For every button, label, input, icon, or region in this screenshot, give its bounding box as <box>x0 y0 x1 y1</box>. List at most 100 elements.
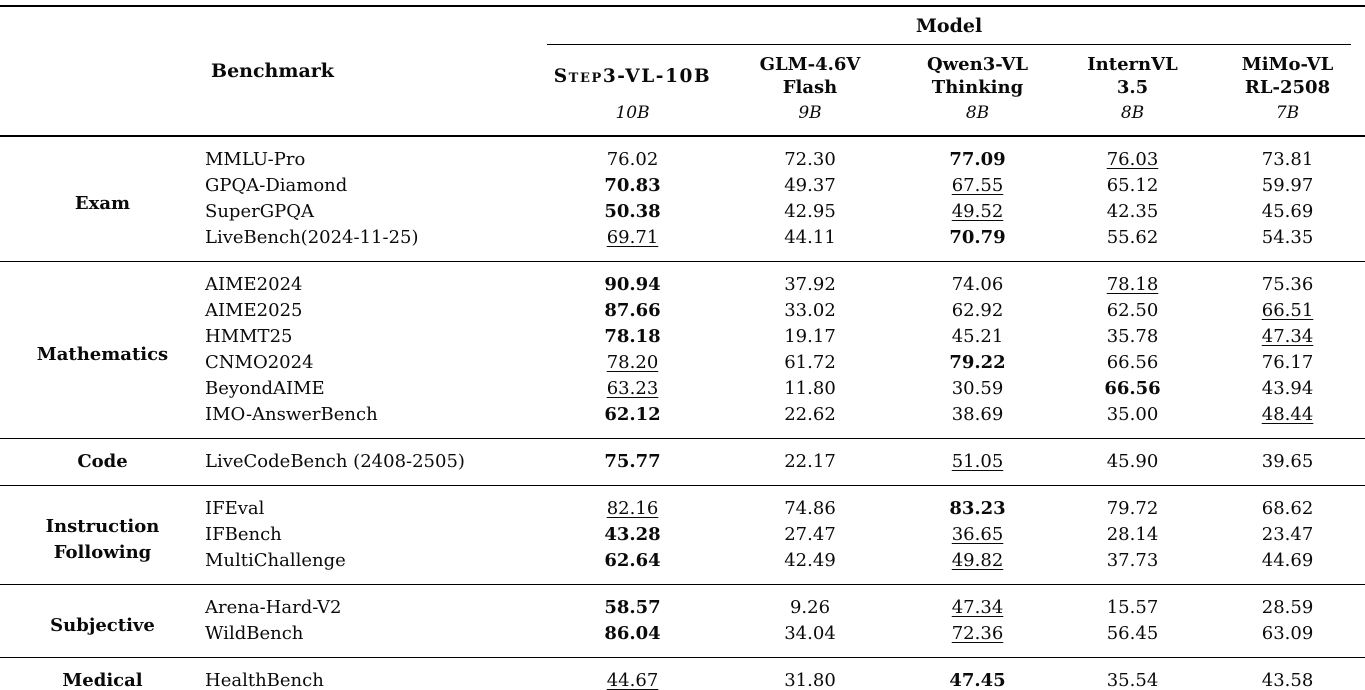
score-cell: 56.45 <box>1055 621 1210 658</box>
score-best: 58.57 <box>604 597 661 618</box>
score-cell: 59.97 <box>1210 173 1365 199</box>
score-value: 37.73 <box>1106 550 1159 571</box>
score-value: 73.81 <box>1261 149 1314 170</box>
score-cell: 78.18 <box>1055 262 1210 299</box>
score-cell: 39.65 <box>1210 439 1365 486</box>
score-best: 43.28 <box>604 524 661 545</box>
table-row-aime2024: Mathematics AIME2024 90.94 37.92 74.06 78.18 7… <box>0 262 1365 365</box>
score-cell: 38.69 <box>900 402 1055 439</box>
score-cell: 86.04 <box>545 621 720 658</box>
benchmark-name: Arena-Hard-V2 <box>205 597 342 618</box>
score-cell: 78.18 <box>545 324 720 350</box>
score-value: 45.69 <box>1261 201 1314 222</box>
benchmark-name: CNMO2024 <box>205 352 314 373</box>
score-cell: 75.77 <box>545 439 720 486</box>
score-value: 55.62 <box>1106 227 1159 248</box>
score-cell: 19.17 <box>720 324 900 350</box>
score-second-best: 48.44 <box>1261 404 1314 425</box>
score-cell: 62.64 <box>545 548 720 585</box>
score-value: 43.58 <box>1261 670 1314 690</box>
score-cell: 65.12 <box>1055 173 1210 199</box>
score-value: 33.02 <box>784 300 836 321</box>
score-cell: 35.54 <box>1055 658 1210 690</box>
score-value: 61.72 <box>784 352 836 373</box>
score-best: 47.45 <box>949 670 1006 690</box>
score-cell: 47.34 <box>1210 324 1365 350</box>
score-cell: 45.69 <box>1210 199 1365 225</box>
section-subjective: Subjective Arena-Hard-V2 58.57 9.26 47.34 15.… <box>0 584 1365 658</box>
score-value: 75.36 <box>1261 274 1314 295</box>
score-cell: 83.23 <box>900 486 1055 523</box>
score-cell: 61.72 <box>720 350 900 376</box>
score-cell: 67.55 <box>900 173 1055 199</box>
score-value: 35.78 <box>1106 326 1159 347</box>
score-cell: 62.50 <box>1055 298 1210 324</box>
score-cell: 55.62 <box>1055 225 1210 262</box>
category-label: Code <box>77 451 128 472</box>
score-value: 38.69 <box>951 404 1004 425</box>
score-best: 70.83 <box>604 175 661 196</box>
table-row-aime2025: AIME2025 87.66 33.02 62.92 62.50 66.51 <box>0 298 1365 324</box>
score-cell: 69.71 <box>545 225 720 262</box>
score-cell: 11.80 <box>720 376 900 402</box>
score-cell: 63.23 <box>545 376 720 402</box>
score-value: 39.65 <box>1261 451 1314 472</box>
score-best: 77.09 <box>949 149 1006 170</box>
score-value: 15.57 <box>1106 597 1159 618</box>
score-value: 42.49 <box>784 550 836 571</box>
model-name-line2: RL-2508 <box>1244 77 1331 98</box>
score-cell: 54.35 <box>1210 225 1365 262</box>
score-cell: 30.59 <box>900 376 1055 402</box>
table-row-cnmo2024: CNMO2024 78.20 61.72 79.22 66.56 76.17 <box>0 350 1365 376</box>
score-cell: 44.69 <box>1210 548 1365 585</box>
score-best: 50.38 <box>604 201 661 222</box>
score-value: 56.45 <box>1106 623 1159 644</box>
section-instruction-following: Instruction Following IFEval 82.16 74.86 83.… <box>0 485 1365 585</box>
score-cell: 22.17 <box>720 439 900 486</box>
score-cell: 87.66 <box>545 298 720 324</box>
score-value: 37.92 <box>784 274 836 295</box>
score-second-best: 66.51 <box>1261 300 1314 321</box>
score-cell: 74.86 <box>720 486 900 523</box>
benchmark-name: LiveCodeBench (2408-2505) <box>205 451 465 472</box>
score-second-best: 67.55 <box>951 175 1004 196</box>
benchmark-name: LiveBench(2024-11-25) <box>205 227 419 248</box>
score-best: 87.66 <box>604 300 661 321</box>
score-cell: 47.34 <box>900 585 1055 622</box>
table-row-beyondaime: BeyondAIME 63.23 11.80 30.59 66.56 43.94 <box>0 376 1365 402</box>
table-row-wildbench: WildBench 86.04 34.04 72.36 56.45 63.09 <box>0 621 1365 658</box>
score-cell: 72.36 <box>900 621 1055 658</box>
score-cell: 51.05 <box>900 439 1055 486</box>
score-value: 74.86 <box>784 498 836 519</box>
model-name-line1: Step3-VL-10B <box>553 65 712 87</box>
score-cell: 50.38 <box>545 199 720 225</box>
category-label: Mathematics <box>36 344 169 365</box>
score-best: 78.18 <box>604 326 661 347</box>
score-cell: 27.47 <box>720 522 900 548</box>
score-cell: 35.00 <box>1055 402 1210 439</box>
score-cell: 58.57 <box>545 585 720 622</box>
score-cell: 15.57 <box>1055 585 1210 622</box>
score-second-best: 49.82 <box>951 550 1004 571</box>
score-second-best: 49.52 <box>951 201 1004 222</box>
table-row-ifbench: IFBench 43.28 27.47 36.65 28.14 23.47 <box>0 522 1365 548</box>
score-cell: 43.58 <box>1210 658 1365 690</box>
benchmark-column-header: Benchmark <box>211 60 334 82</box>
score-cell: 49.37 <box>720 173 900 199</box>
score-value: 22.62 <box>784 404 836 425</box>
score-cell: 76.17 <box>1210 350 1365 376</box>
score-value: 62.50 <box>1106 300 1159 321</box>
score-second-best: 47.34 <box>1261 326 1314 347</box>
model-name-line2: Thinking <box>931 77 1024 98</box>
table-row-mmlu-pro: Exam MMLU-Pro 76.02 72.30 77.09 76.03 73.81 <box>0 136 1365 214</box>
score-value: 76.02 <box>606 149 659 170</box>
section-code: Code LiveCodeBench (2408-2505) 75.77 22.17 5… <box>0 438 1365 486</box>
table-row-livebench-2024-11-25: LiveBench(2024-11-25) 69.71 44.11 70.79 55.6… <box>0 225 1365 262</box>
benchmark-name: MultiChallenge <box>205 550 346 571</box>
section-medical: Medical HealthBench 44.67 31.80 47.45 35.54 43… <box>0 657 1365 690</box>
score-cell: 82.16 <box>545 486 720 523</box>
table-row-livecodebench-2408-2505: Code LiveCodeBench (2408-2505) 75.77 22.17 5… <box>0 439 1365 486</box>
score-value: 45.21 <box>951 326 1004 347</box>
table-row-healthbench: Medical HealthBench 44.67 31.80 47.45 35.54 43… <box>0 658 1365 690</box>
score-second-best: 47.34 <box>951 597 1004 618</box>
